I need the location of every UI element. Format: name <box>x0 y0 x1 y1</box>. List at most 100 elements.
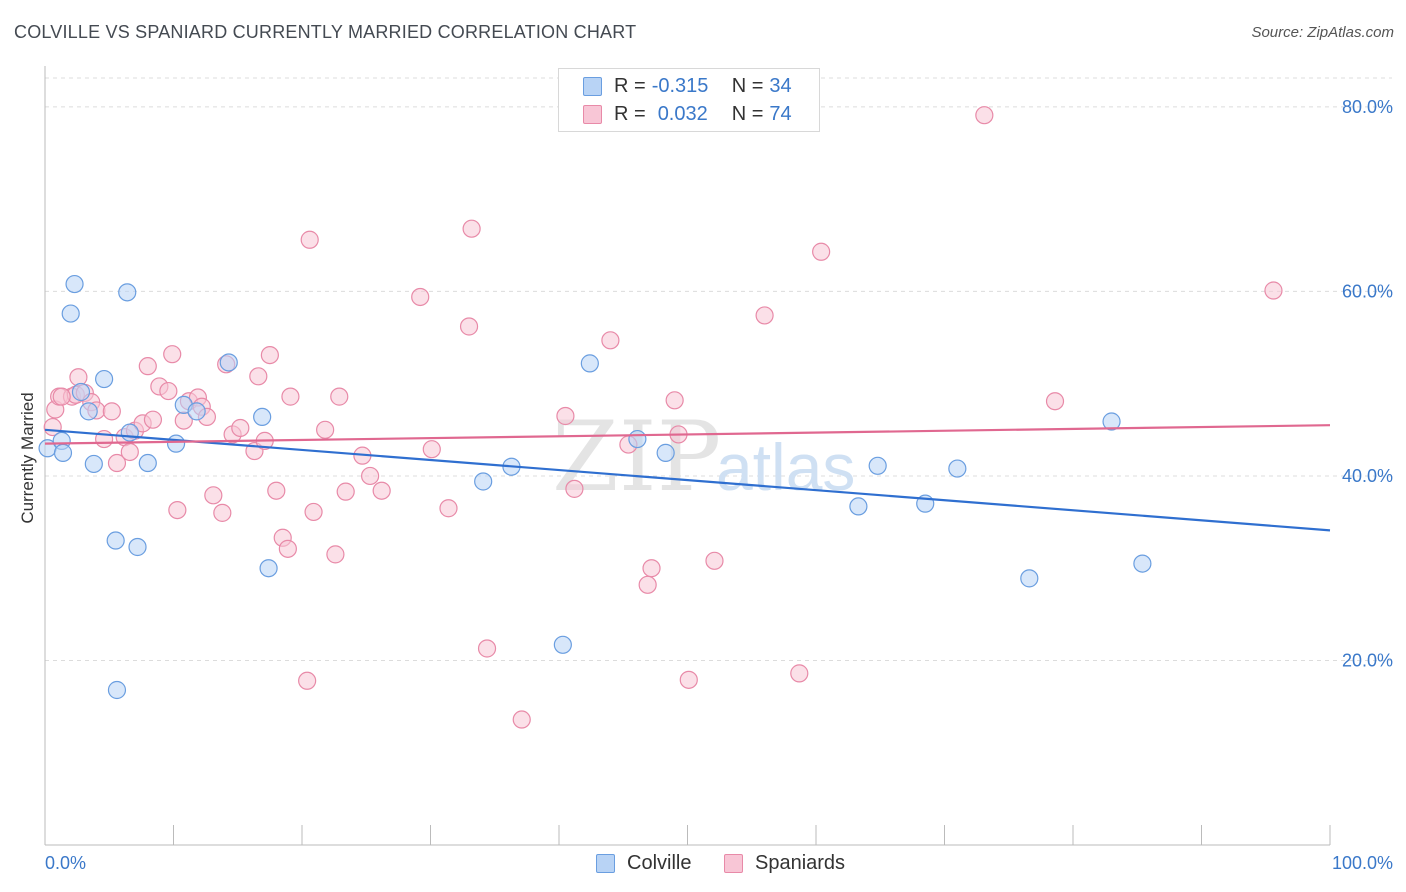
colville-point <box>107 680 127 700</box>
legend-row-colville: R = -0.315 N = 34 <box>583 73 792 99</box>
spaniards-point <box>512 710 531 729</box>
spaniards-r-label: R = <box>614 102 646 125</box>
spaniards-n-value: 74 <box>769 102 792 125</box>
colville-point <box>118 283 137 302</box>
spaniards-point <box>638 575 657 594</box>
spaniards-point <box>143 410 163 429</box>
colville-legend-label: Colville <box>627 852 692 874</box>
spaniards-trend-line <box>44 424 1331 445</box>
source-label: Source: ZipAtlas.com <box>1251 24 1394 41</box>
spaniards-point <box>1264 281 1283 300</box>
stats-legend: R = -0.315 N = 34 R = 0.032 N = 74 <box>558 68 820 132</box>
spaniards-point <box>665 391 684 410</box>
spaniards-legend-label: Spaniards <box>755 852 846 874</box>
spaniards-point <box>679 670 698 689</box>
colville-point <box>580 354 599 373</box>
spaniards-point <box>642 559 661 578</box>
spaniards-point <box>260 345 279 365</box>
spaniards-point <box>278 539 297 558</box>
y-tick-label: 60.0% <box>1342 281 1393 301</box>
spaniards-point <box>249 367 268 386</box>
spaniards-point <box>1045 392 1065 411</box>
spaniards-point <box>372 481 391 500</box>
colville-point <box>1133 554 1152 573</box>
colville-point <box>120 423 139 442</box>
colville-r-value: -0.315 <box>651 74 709 97</box>
legend-item-spaniards: Spaniards <box>724 852 845 875</box>
colville-n-value: 34 <box>769 74 792 97</box>
spaniards-point <box>107 453 127 473</box>
spaniards-point <box>120 442 139 462</box>
spaniards-point <box>168 500 187 520</box>
colville-point <box>53 443 73 462</box>
spaniards-point <box>102 402 121 421</box>
colville-trend-line <box>44 428 1331 532</box>
colville-point <box>71 382 91 402</box>
colville-point <box>253 407 272 427</box>
spaniards-point <box>361 466 380 486</box>
legend-item-colville: Colville <box>596 852 691 875</box>
colville-point <box>187 402 206 421</box>
spaniards-point <box>330 387 349 406</box>
colville-point <box>65 274 84 294</box>
colville-n-label: N = <box>731 74 764 97</box>
colville-point <box>128 537 147 557</box>
series-legend: Colville Spaniards <box>0 852 1406 878</box>
colville-point <box>948 459 967 478</box>
spaniards-point <box>69 368 88 387</box>
colville-point <box>95 369 114 389</box>
colville-point <box>106 531 125 550</box>
colville-point <box>61 304 80 323</box>
spaniards-point <box>281 387 300 406</box>
colville-point <box>219 353 238 372</box>
spaniards-point <box>336 482 355 501</box>
spaniards-swatch <box>583 104 602 124</box>
spaniards-point <box>213 503 232 522</box>
spaniards-r-value: 0.032 <box>657 102 708 125</box>
spaniards-point <box>705 551 724 570</box>
spaniards-point <box>52 387 71 406</box>
colville-point <box>868 456 887 475</box>
colville-point <box>166 434 186 453</box>
spaniards-point <box>231 418 250 438</box>
grid-lines <box>45 77 1392 661</box>
colville-swatch <box>583 76 602 96</box>
tick-labels: 20.0% 40.0% 60.0% 80.0% 0.0% 100.0% <box>45 97 1393 873</box>
spaniards-point <box>422 440 441 459</box>
colville-point <box>259 559 278 578</box>
colville-point <box>1020 569 1039 588</box>
spaniards-point <box>267 481 286 500</box>
spaniards-point <box>138 357 157 376</box>
colville-point <box>628 429 647 449</box>
spaniards-point <box>565 479 584 498</box>
colville-point <box>138 453 157 473</box>
spaniards-point <box>755 306 774 325</box>
spaniards-point <box>298 671 317 690</box>
colville-point <box>79 402 98 421</box>
spaniards-point <box>812 242 831 261</box>
spaniards-point <box>326 545 345 564</box>
spaniards-n-label: N = <box>731 102 764 125</box>
colville-point <box>849 497 868 516</box>
colville-point <box>1102 412 1121 431</box>
spaniards-point <box>159 381 178 401</box>
colville-point <box>474 472 493 491</box>
spaniards-point <box>477 639 497 658</box>
colville-r-label: R = <box>614 74 646 97</box>
colville-legend-swatch <box>596 854 615 873</box>
spaniards-point <box>462 219 481 238</box>
y-tick-label: 80.0% <box>1342 97 1393 117</box>
spaniards-point <box>163 345 182 364</box>
colville-point <box>84 454 103 474</box>
spaniards-point <box>300 230 319 249</box>
spaniards-point <box>411 287 430 307</box>
spaniards-point <box>556 406 575 426</box>
watermark-atlas: atlas <box>716 430 855 504</box>
spaniards-point <box>601 331 620 350</box>
spaniards-point <box>204 486 223 505</box>
legend-row-spaniards: R = 0.032 N = 74 <box>583 101 792 127</box>
x-tick-label: 0.0% <box>45 853 86 873</box>
colville-point <box>553 635 572 654</box>
spaniards-point <box>316 420 335 439</box>
